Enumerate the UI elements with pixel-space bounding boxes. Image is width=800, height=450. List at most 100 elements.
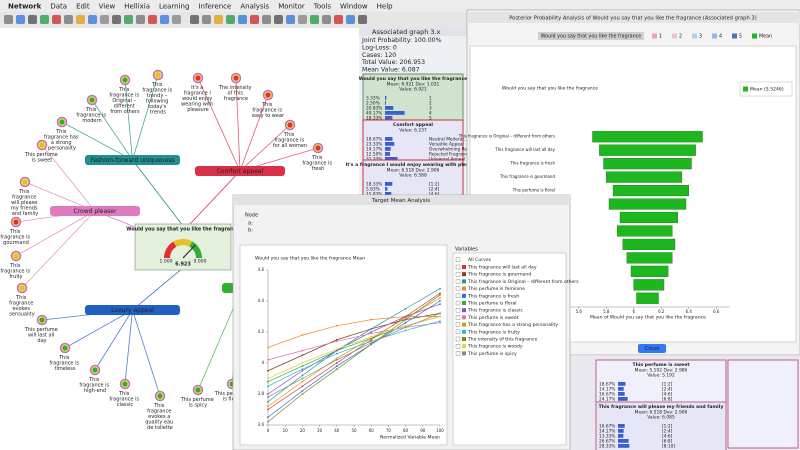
monitor[interactable] xyxy=(362,119,464,166)
menu-item[interactable]: Network xyxy=(8,3,42,11)
checkbox[interactable] xyxy=(455,286,461,291)
network-node-core xyxy=(122,381,128,387)
toolbar-button[interactable] xyxy=(136,15,145,24)
toolbar-button[interactable] xyxy=(334,15,343,24)
toolbar-button[interactable] xyxy=(274,15,283,24)
menu-item[interactable]: View xyxy=(99,3,116,11)
legend-tab-label[interactable]: Would you say that you like the fragranc… xyxy=(541,34,641,40)
curve-point xyxy=(335,348,338,350)
monitor-bar xyxy=(618,387,624,391)
toolbar-button[interactable] xyxy=(298,15,307,24)
network-edge xyxy=(64,309,133,349)
menu-item[interactable]: Data xyxy=(50,3,67,11)
factor-node[interactable] xyxy=(85,305,180,315)
variable-item[interactable]: The intensity of this fragrance xyxy=(467,337,537,343)
toolbar-button[interactable] xyxy=(250,15,259,24)
legend-label[interactable]: 5 xyxy=(739,34,742,40)
toolbar-button[interactable] xyxy=(76,15,85,24)
variable-item[interactable]: This perfume is feminine xyxy=(467,286,525,292)
legend-label[interactable]: 2 xyxy=(679,34,682,40)
checkbox[interactable] xyxy=(455,351,461,356)
network-node-core xyxy=(59,119,65,125)
toolbar-button[interactable] xyxy=(286,15,295,24)
toolbar-button[interactable] xyxy=(88,15,97,24)
node-label: This fragrance is high-end xyxy=(79,377,110,394)
checkbox[interactable] xyxy=(455,279,461,284)
variable-item[interactable]: This fragrance has a strong personality xyxy=(467,322,558,328)
legend-label[interactable]: 1 xyxy=(659,34,662,40)
checkbox[interactable] xyxy=(455,272,461,277)
toolbar-button[interactable] xyxy=(112,15,121,24)
variable-item[interactable]: This fragrance is classic xyxy=(467,308,523,314)
menu-item[interactable]: Help xyxy=(377,3,394,11)
legend-label[interactable]: 3 xyxy=(699,34,702,40)
monitor[interactable] xyxy=(595,401,727,450)
target-titlebar xyxy=(233,195,570,205)
checkbox[interactable] xyxy=(455,257,461,262)
close-button[interactable] xyxy=(638,344,666,353)
toolbar-button[interactable] xyxy=(148,15,157,24)
menu-item[interactable]: Learning xyxy=(159,3,189,11)
variable-item[interactable]: This fragrance is Original – different f… xyxy=(467,279,579,285)
legend-label[interactable]: 4 xyxy=(719,34,722,40)
checkbox[interactable] xyxy=(455,293,461,298)
factor-node[interactable] xyxy=(85,155,180,165)
menu-item[interactable]: Inference xyxy=(198,3,231,11)
variable-item[interactable]: This fragrance is woody xyxy=(467,344,523,350)
checkbox[interactable] xyxy=(455,308,461,313)
toolbar-button[interactable] xyxy=(52,15,61,24)
checkbox[interactable] xyxy=(455,300,461,306)
variable-item[interactable]: This perfume is spicy xyxy=(467,351,517,357)
menu-item[interactable]: Monitor xyxy=(278,3,305,11)
variable-item[interactable]: This perfume is floral xyxy=(467,301,517,307)
toolbar-button[interactable] xyxy=(160,15,169,24)
variable-item[interactable]: This fragrance is gourmand xyxy=(467,272,531,278)
variable-item[interactable]: This fragrance is fresh xyxy=(467,293,519,299)
checkbox[interactable] xyxy=(455,344,461,349)
checkbox[interactable] xyxy=(455,315,461,320)
toolbar-button[interactable] xyxy=(124,15,133,24)
variable-item[interactable]: This perfume is sweet xyxy=(467,315,519,321)
menu-item[interactable]: Analysis xyxy=(240,3,269,11)
toolbar-button[interactable] xyxy=(262,15,271,24)
close-label[interactable]: Close xyxy=(645,346,661,352)
toolbar-button[interactable] xyxy=(310,15,319,24)
menu-item[interactable]: Window xyxy=(340,3,368,11)
panel-tab-label[interactable]: Associated graph 3.x xyxy=(372,28,441,36)
menu-item[interactable]: Hellixia xyxy=(124,3,150,11)
factor-node[interactable] xyxy=(195,166,285,176)
checkbox[interactable] xyxy=(455,264,461,270)
variable-swatch xyxy=(462,351,466,356)
toolbar-button[interactable] xyxy=(40,15,49,24)
toolbar-button[interactable] xyxy=(28,15,37,24)
panel-tab xyxy=(359,28,467,36)
row-label: This fragrance is gourmand xyxy=(499,174,555,179)
toolbar-button[interactable] xyxy=(358,15,367,24)
toolbar-button[interactable] xyxy=(202,15,211,24)
toolbar-button[interactable] xyxy=(238,15,247,24)
checkbox[interactable] xyxy=(455,336,461,342)
checkbox[interactable] xyxy=(455,329,461,334)
variable-item[interactable]: This fragrance is fruity xyxy=(467,329,520,335)
toolbar-button[interactable] xyxy=(214,15,223,24)
monitor-stat: Value: 6.588 xyxy=(399,173,427,179)
menu-item[interactable]: Tools xyxy=(313,3,332,11)
menu-item[interactable]: Edit xyxy=(76,3,90,11)
toolbar-button[interactable] xyxy=(190,15,199,24)
variable-item[interactable]: All Curves xyxy=(468,257,492,263)
toolbar-button[interactable] xyxy=(226,15,235,24)
toolbar-button[interactable] xyxy=(172,15,181,24)
toolbar-button[interactable] xyxy=(100,15,109,24)
toolbar-button[interactable] xyxy=(322,15,331,24)
toolbar-button[interactable] xyxy=(4,15,13,24)
toolbar-button[interactable] xyxy=(16,15,25,24)
variable-item[interactable]: This fragrance will last all day xyxy=(467,265,537,271)
legend-label[interactable]: Mean xyxy=(759,34,772,40)
toolbar-button[interactable] xyxy=(346,15,355,24)
curve xyxy=(267,297,441,407)
curve-point xyxy=(267,400,269,403)
factor-node[interactable] xyxy=(50,206,140,216)
toolbar-button[interactable] xyxy=(64,15,73,24)
x-tick-label: 6.4 xyxy=(686,309,693,314)
checkbox[interactable] xyxy=(455,322,461,327)
